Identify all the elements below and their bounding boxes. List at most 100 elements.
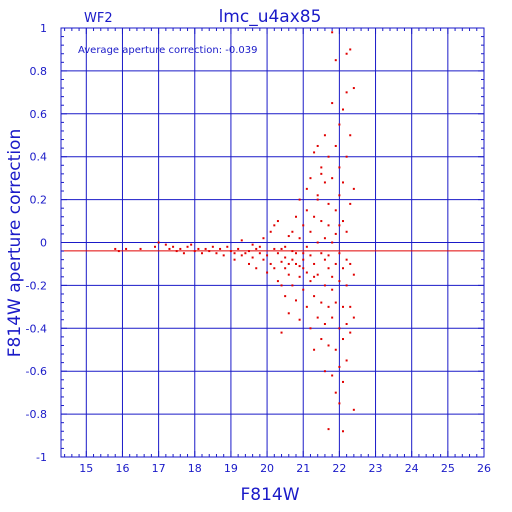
data-point	[302, 252, 305, 255]
data-point	[331, 374, 334, 377]
data-point	[316, 144, 319, 147]
data-point	[295, 252, 297, 255]
x-tick-label: 26	[477, 462, 491, 475]
data-point	[258, 252, 261, 255]
x-tick-label: 19	[224, 462, 238, 475]
data-point	[338, 194, 341, 197]
data-point	[331, 177, 334, 180]
data-point	[309, 230, 312, 233]
data-point	[313, 295, 316, 298]
data-point	[211, 245, 214, 248]
data-point	[345, 230, 348, 233]
data-point	[248, 262, 250, 265]
data-point	[291, 258, 294, 261]
data-point	[334, 144, 337, 147]
data-point	[323, 370, 326, 373]
data-point	[295, 215, 297, 218]
data-point	[331, 241, 334, 244]
x-tick-label: 17	[152, 462, 166, 475]
data-point	[251, 256, 254, 259]
data-point	[345, 52, 348, 55]
data-point	[157, 241, 160, 244]
y-tick-label: 0	[40, 237, 47, 250]
data-point	[352, 87, 355, 90]
data-point	[284, 256, 287, 259]
data-point	[338, 280, 341, 283]
data-point	[193, 250, 196, 253]
data-point	[352, 187, 355, 190]
chart-title: lmc_u4ax85	[219, 7, 322, 27]
data-point	[338, 252, 341, 255]
data-point	[273, 247, 276, 250]
data-point	[280, 247, 283, 250]
data-point	[280, 260, 283, 263]
data-point	[334, 59, 337, 62]
data-point	[276, 252, 279, 255]
data-point	[338, 123, 341, 126]
data-point	[168, 247, 171, 250]
data-point	[316, 273, 319, 276]
y-tick-label: -0.4	[26, 322, 47, 335]
data-point	[338, 224, 341, 227]
data-point	[280, 284, 283, 287]
data-point	[316, 316, 319, 319]
data-point	[331, 275, 334, 278]
data-point	[320, 338, 323, 341]
data-point	[125, 247, 128, 250]
data-point	[287, 273, 290, 276]
data-point	[342, 430, 344, 433]
data-point	[331, 102, 334, 105]
data-point	[287, 262, 290, 265]
data-point	[269, 230, 272, 233]
data-point	[295, 299, 297, 302]
data-point	[345, 155, 348, 158]
data-point	[323, 284, 326, 287]
data-point	[313, 151, 316, 154]
data-point	[182, 252, 185, 255]
data-point	[334, 301, 337, 304]
data-point	[280, 331, 283, 334]
x-tick-label: 16	[115, 462, 129, 475]
data-point	[287, 235, 290, 238]
data-point	[233, 258, 236, 261]
data-point	[331, 316, 334, 319]
data-point	[320, 252, 323, 255]
data-point	[345, 91, 348, 94]
data-point	[327, 254, 330, 257]
data-point	[305, 187, 308, 190]
data-point	[255, 267, 258, 270]
data-point	[269, 262, 272, 265]
data-point	[342, 380, 344, 383]
data-point	[345, 258, 348, 261]
data-point	[164, 243, 167, 246]
data-point	[251, 243, 254, 246]
x-tick-label: 18	[188, 462, 202, 475]
data-point	[349, 331, 352, 334]
x-tick-label: 24	[405, 462, 419, 475]
data-point	[244, 252, 247, 255]
data-point	[172, 245, 175, 248]
data-point	[204, 247, 207, 250]
x-tick-label: 21	[296, 462, 310, 475]
data-point	[345, 284, 348, 287]
data-point	[240, 239, 243, 242]
y-axis-label: F814W aperture correction	[5, 129, 25, 357]
data-point	[309, 280, 312, 283]
data-point	[266, 254, 269, 257]
data-point	[298, 265, 301, 268]
data-point	[313, 348, 316, 351]
data-point	[175, 250, 178, 253]
data-point	[316, 241, 319, 244]
data-point	[305, 245, 308, 248]
data-point	[331, 31, 334, 34]
data-point	[222, 254, 225, 257]
average-annotation: Average aperture correction: -0.039	[78, 45, 258, 56]
data-point	[331, 288, 334, 291]
data-point	[302, 288, 305, 291]
y-tick-label: 0.4	[30, 151, 48, 164]
data-point	[349, 202, 352, 205]
data-point	[352, 408, 355, 411]
data-point	[342, 267, 344, 270]
data-point	[320, 166, 323, 169]
data-point	[342, 305, 344, 308]
